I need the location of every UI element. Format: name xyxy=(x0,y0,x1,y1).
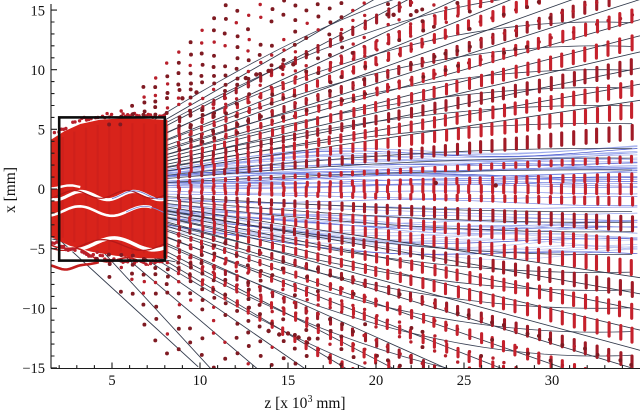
tick-labels: 5 10 15 20 25 30 15 10 5 0 −5 −10 −15 xyxy=(22,3,559,389)
x-tick-label: 5 xyxy=(108,373,115,389)
y-tick-label: 5 xyxy=(38,123,45,139)
stroboscopic-dots xyxy=(51,0,635,369)
y-tick-label: −5 xyxy=(30,242,45,258)
y-tick-label: 10 xyxy=(31,63,46,79)
y-axis-label: x [mm] xyxy=(2,166,19,214)
x-axis-label-unit: mm] xyxy=(312,395,346,413)
plot-content xyxy=(51,0,640,369)
x-tick-label: 20 xyxy=(369,373,384,389)
y-tick-label: −15 xyxy=(22,361,45,377)
y-tick-label: 0 xyxy=(38,182,45,198)
beam-core-region xyxy=(51,118,169,271)
x-axis-label: z [x 103 mm] xyxy=(230,394,380,413)
x-axis-label-text: z [x 10 xyxy=(264,395,308,413)
x-tick-label: 30 xyxy=(545,373,560,389)
x-axis-label-exponent: 3 xyxy=(307,394,313,405)
y-tick-label: −10 xyxy=(22,302,45,318)
y-tick-label: 15 xyxy=(31,3,46,19)
tick-marks xyxy=(51,9,623,369)
x-tick-label: 25 xyxy=(457,373,472,389)
axes xyxy=(50,4,640,370)
x-tick-label: 15 xyxy=(281,373,296,389)
zoom-region-box xyxy=(57,116,167,262)
outlier-dots xyxy=(180,9,498,341)
x-tick-label: 10 xyxy=(193,373,208,389)
